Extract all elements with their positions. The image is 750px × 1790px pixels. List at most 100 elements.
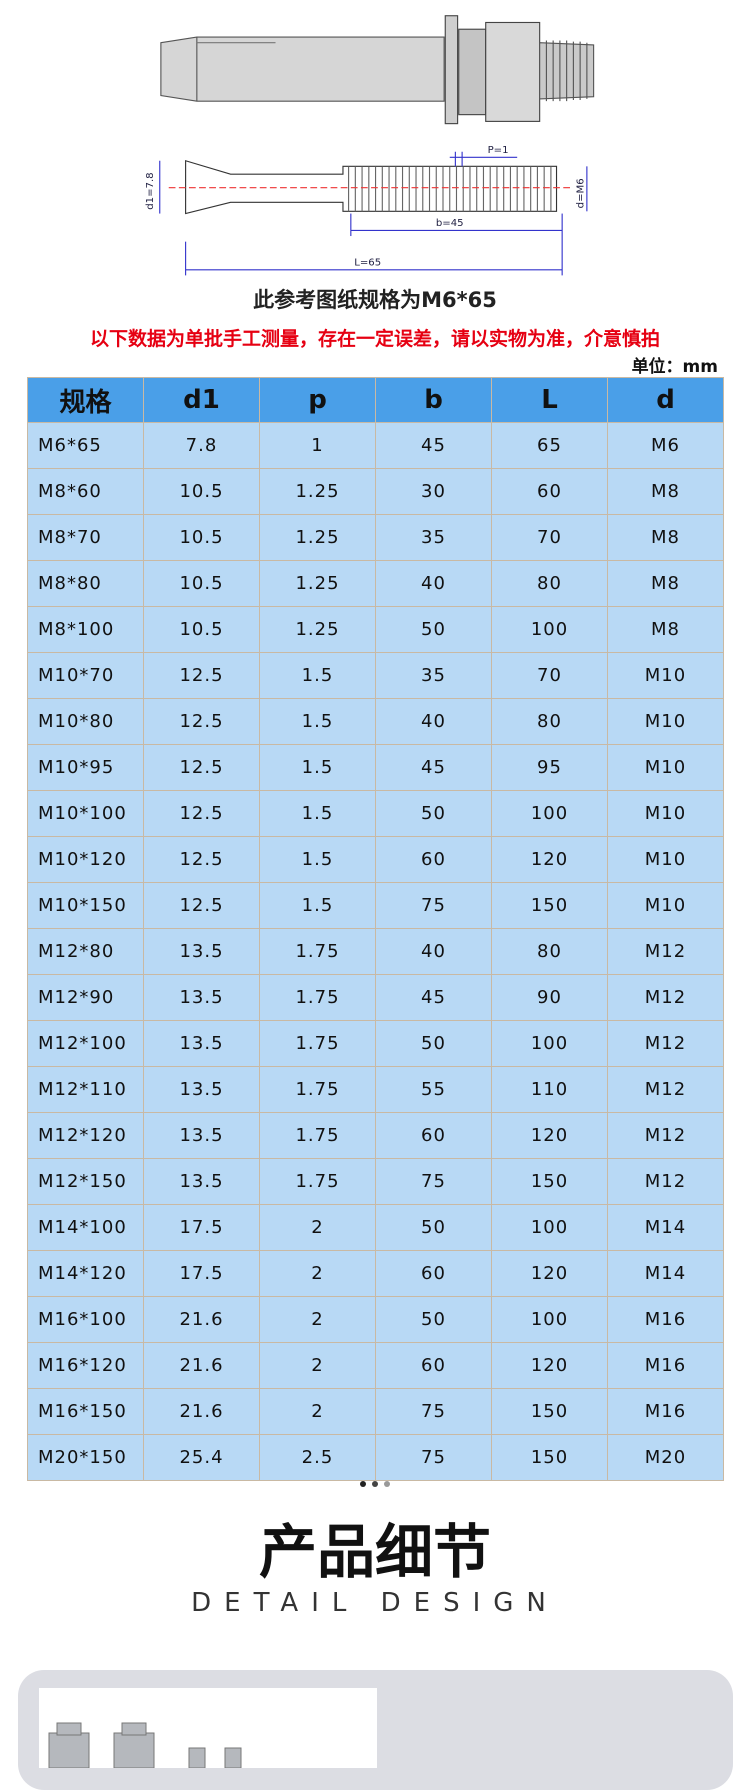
- header-cell: b: [375, 377, 492, 423]
- table-cell: 90: [491, 974, 608, 1021]
- table-cell: 7.8: [143, 422, 260, 469]
- table-cell: 13.5: [143, 1020, 260, 1067]
- table-cell: 60: [491, 468, 608, 515]
- table-cell: 12.5: [143, 698, 260, 745]
- table-row: M8*70 10.5 1.25 35 70 M8: [27, 514, 724, 561]
- table-cell: 100: [491, 1020, 608, 1067]
- header-cell: d1: [143, 377, 260, 423]
- table-cell: 45: [375, 744, 492, 791]
- detail-image: [39, 1688, 377, 1769]
- table-cell: 1.5: [259, 836, 376, 883]
- table-cell: M12*120: [27, 1112, 144, 1159]
- table-cell: 60: [375, 1342, 492, 1389]
- header-cell: d: [607, 377, 724, 423]
- table-cell: 13.5: [143, 1158, 260, 1205]
- table-row: M10*80 12.5 1.5 40 80 M10: [27, 698, 724, 745]
- caption: 此参考图纸规格为M6*65: [253, 288, 497, 312]
- table-cell: 150: [491, 1158, 608, 1205]
- dim-labels: P=1 b=45 L=65 d1=7.8 d=M6: [145, 145, 586, 268]
- table-cell: M16: [607, 1296, 724, 1343]
- table-cell: 1.5: [259, 652, 376, 699]
- table-cell: 2: [259, 1250, 376, 1297]
- table-cell: M8*60: [27, 468, 144, 515]
- table-cell: 17.5: [143, 1250, 260, 1297]
- table-cell: 70: [491, 652, 608, 699]
- tech-drawing: [159, 151, 588, 276]
- table-cell: M6: [607, 422, 724, 469]
- table-cell: 35: [375, 652, 492, 699]
- table-row: M12*100 13.5 1.75 50 100 M12: [27, 1020, 724, 1067]
- table-cell: M10*120: [27, 836, 144, 883]
- dots: [0, 1474, 750, 1493]
- table-cell: 50: [375, 1296, 492, 1343]
- table-row: M16*150 21.6 2 75 150 M16: [27, 1388, 724, 1435]
- table-cell: 2: [259, 1342, 376, 1389]
- table-cell: M14*100: [27, 1204, 144, 1251]
- table-cell: M6*65: [27, 422, 144, 469]
- table-cell: 1.5: [259, 882, 376, 929]
- table-cell: 80: [491, 560, 608, 607]
- table-cell: 45: [375, 422, 492, 469]
- table-cell: M12: [607, 974, 724, 1021]
- table-cell: 2: [259, 1204, 376, 1251]
- table-cell: 100: [491, 606, 608, 653]
- table-cell: 35: [375, 514, 492, 561]
- table-cell: 1.75: [259, 1020, 376, 1067]
- table-cell: M12: [607, 1020, 724, 1067]
- notice: 以下数据为单批手工测量，存在一定误差，请以实物为准，介意慎拍: [89, 328, 660, 350]
- table-cell: 120: [491, 1112, 608, 1159]
- table-cell: 1: [259, 422, 376, 469]
- header-cell: L: [491, 377, 608, 423]
- table-cell: 10.5: [143, 606, 260, 653]
- table-cell: 55: [375, 1066, 492, 1113]
- table-row: M8*60 10.5 1.25 30 60 M8: [27, 468, 724, 515]
- table-cell: M10*70: [27, 652, 144, 699]
- bolt-photo: [160, 15, 595, 125]
- section-subtitle: DETAIL DESIGN: [191, 1588, 559, 1618]
- table-cell: M12*90: [27, 974, 144, 1021]
- table-cell: 80: [491, 698, 608, 745]
- table-row: M20*150 25.4 2.5 75 150 M20: [27, 1434, 724, 1481]
- table-cell: M10*100: [27, 790, 144, 837]
- table-cell: M8*70: [27, 514, 144, 561]
- dim-label: L=65: [354, 257, 381, 268]
- table-cell: M8: [607, 606, 724, 653]
- table-cell: M10: [607, 652, 724, 699]
- table-cell: M10*80: [27, 698, 144, 745]
- table-cell: 17.5: [143, 1204, 260, 1251]
- table-cell: M12*80: [27, 928, 144, 975]
- table-cell: 40: [375, 560, 492, 607]
- table-row: M14*100 17.5 2 50 100 M14: [27, 1204, 724, 1251]
- table-cell: 10.5: [143, 560, 260, 607]
- table-row: M12*90 13.5 1.75 45 90 M12: [27, 974, 724, 1021]
- table-cell: 50: [375, 606, 492, 653]
- table-cell: 1.75: [259, 1066, 376, 1113]
- table-cell: 70: [491, 514, 608, 561]
- table-cell: 60: [375, 1250, 492, 1297]
- table-cell: 100: [491, 790, 608, 837]
- table-row: M10*120 12.5 1.5 60 120 M10: [27, 836, 724, 883]
- table-cell: M10: [607, 836, 724, 883]
- table-cell: 10.5: [143, 468, 260, 515]
- table-row: M8*100 10.5 1.25 50 100 M8: [27, 606, 724, 653]
- table-cell: 1.5: [259, 744, 376, 791]
- table-cell: M8*80: [27, 560, 144, 607]
- table-cell: 120: [491, 1342, 608, 1389]
- table-cell: M16: [607, 1342, 724, 1389]
- table-row: M12*120 13.5 1.75 60 120 M12: [27, 1112, 724, 1159]
- table-cell: 12.5: [143, 652, 260, 699]
- table-cell: 65: [491, 422, 608, 469]
- table-cell: 120: [491, 1250, 608, 1297]
- table-cell: 75: [375, 1158, 492, 1205]
- table-cell: 100: [491, 1296, 608, 1343]
- table-cell: 13.5: [143, 1066, 260, 1113]
- table-cell: M12*100: [27, 1020, 144, 1067]
- table-cell: 75: [375, 1434, 492, 1481]
- table-row: M14*120 17.5 2 60 120 M14: [27, 1250, 724, 1297]
- table-cell: 10.5: [143, 514, 260, 561]
- table-cell: M16*120: [27, 1342, 144, 1389]
- table-cell: M12: [607, 1112, 724, 1159]
